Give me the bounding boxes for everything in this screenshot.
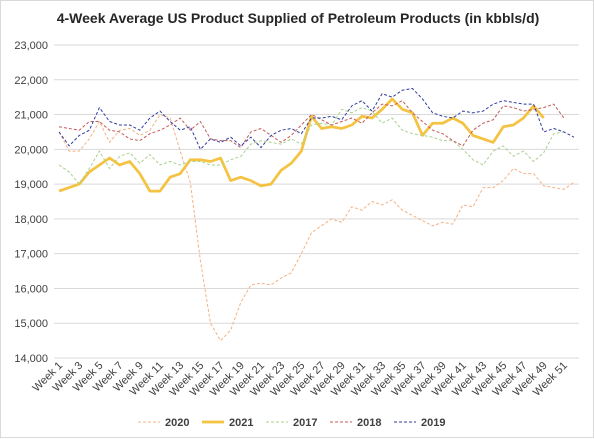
gridlines — [54, 44, 579, 359]
series-line-2018 — [58, 100, 565, 149]
y-tick-label: 15,000 — [14, 318, 48, 330]
y-tick-label: 14,000 — [14, 353, 48, 365]
y-tick-label: 21,000 — [14, 110, 48, 122]
y-tick-label: 18,000 — [14, 214, 48, 226]
series-line-2021 — [58, 97, 545, 193]
legend-label-2020: 2020 — [165, 417, 189, 429]
series-lines — [58, 87, 575, 342]
legend-label-2017: 2017 — [293, 417, 317, 429]
legend-label-2019: 2019 — [421, 417, 445, 429]
y-tick-label: 19,000 — [14, 179, 48, 191]
legend-label-2018: 2018 — [357, 417, 381, 429]
series-line-2017 — [58, 107, 564, 185]
y-tick-label: 23,000 — [14, 40, 48, 52]
y-tick-label: 17,000 — [14, 249, 48, 261]
y-tick-label: 20,000 — [14, 144, 48, 156]
y-tick-label: 22,000 — [14, 75, 48, 87]
series-line-2019 — [58, 87, 575, 150]
legend: 2020 2021 2017 2018 2019 — [138, 417, 445, 429]
legend-label-2021: 2021 — [229, 417, 253, 429]
chart-title: 4-Week Average US Product Supplied of Pe… — [56, 10, 540, 26]
series-line-2020 — [58, 114, 575, 342]
y-tick-label: 16,000 — [14, 283, 48, 295]
